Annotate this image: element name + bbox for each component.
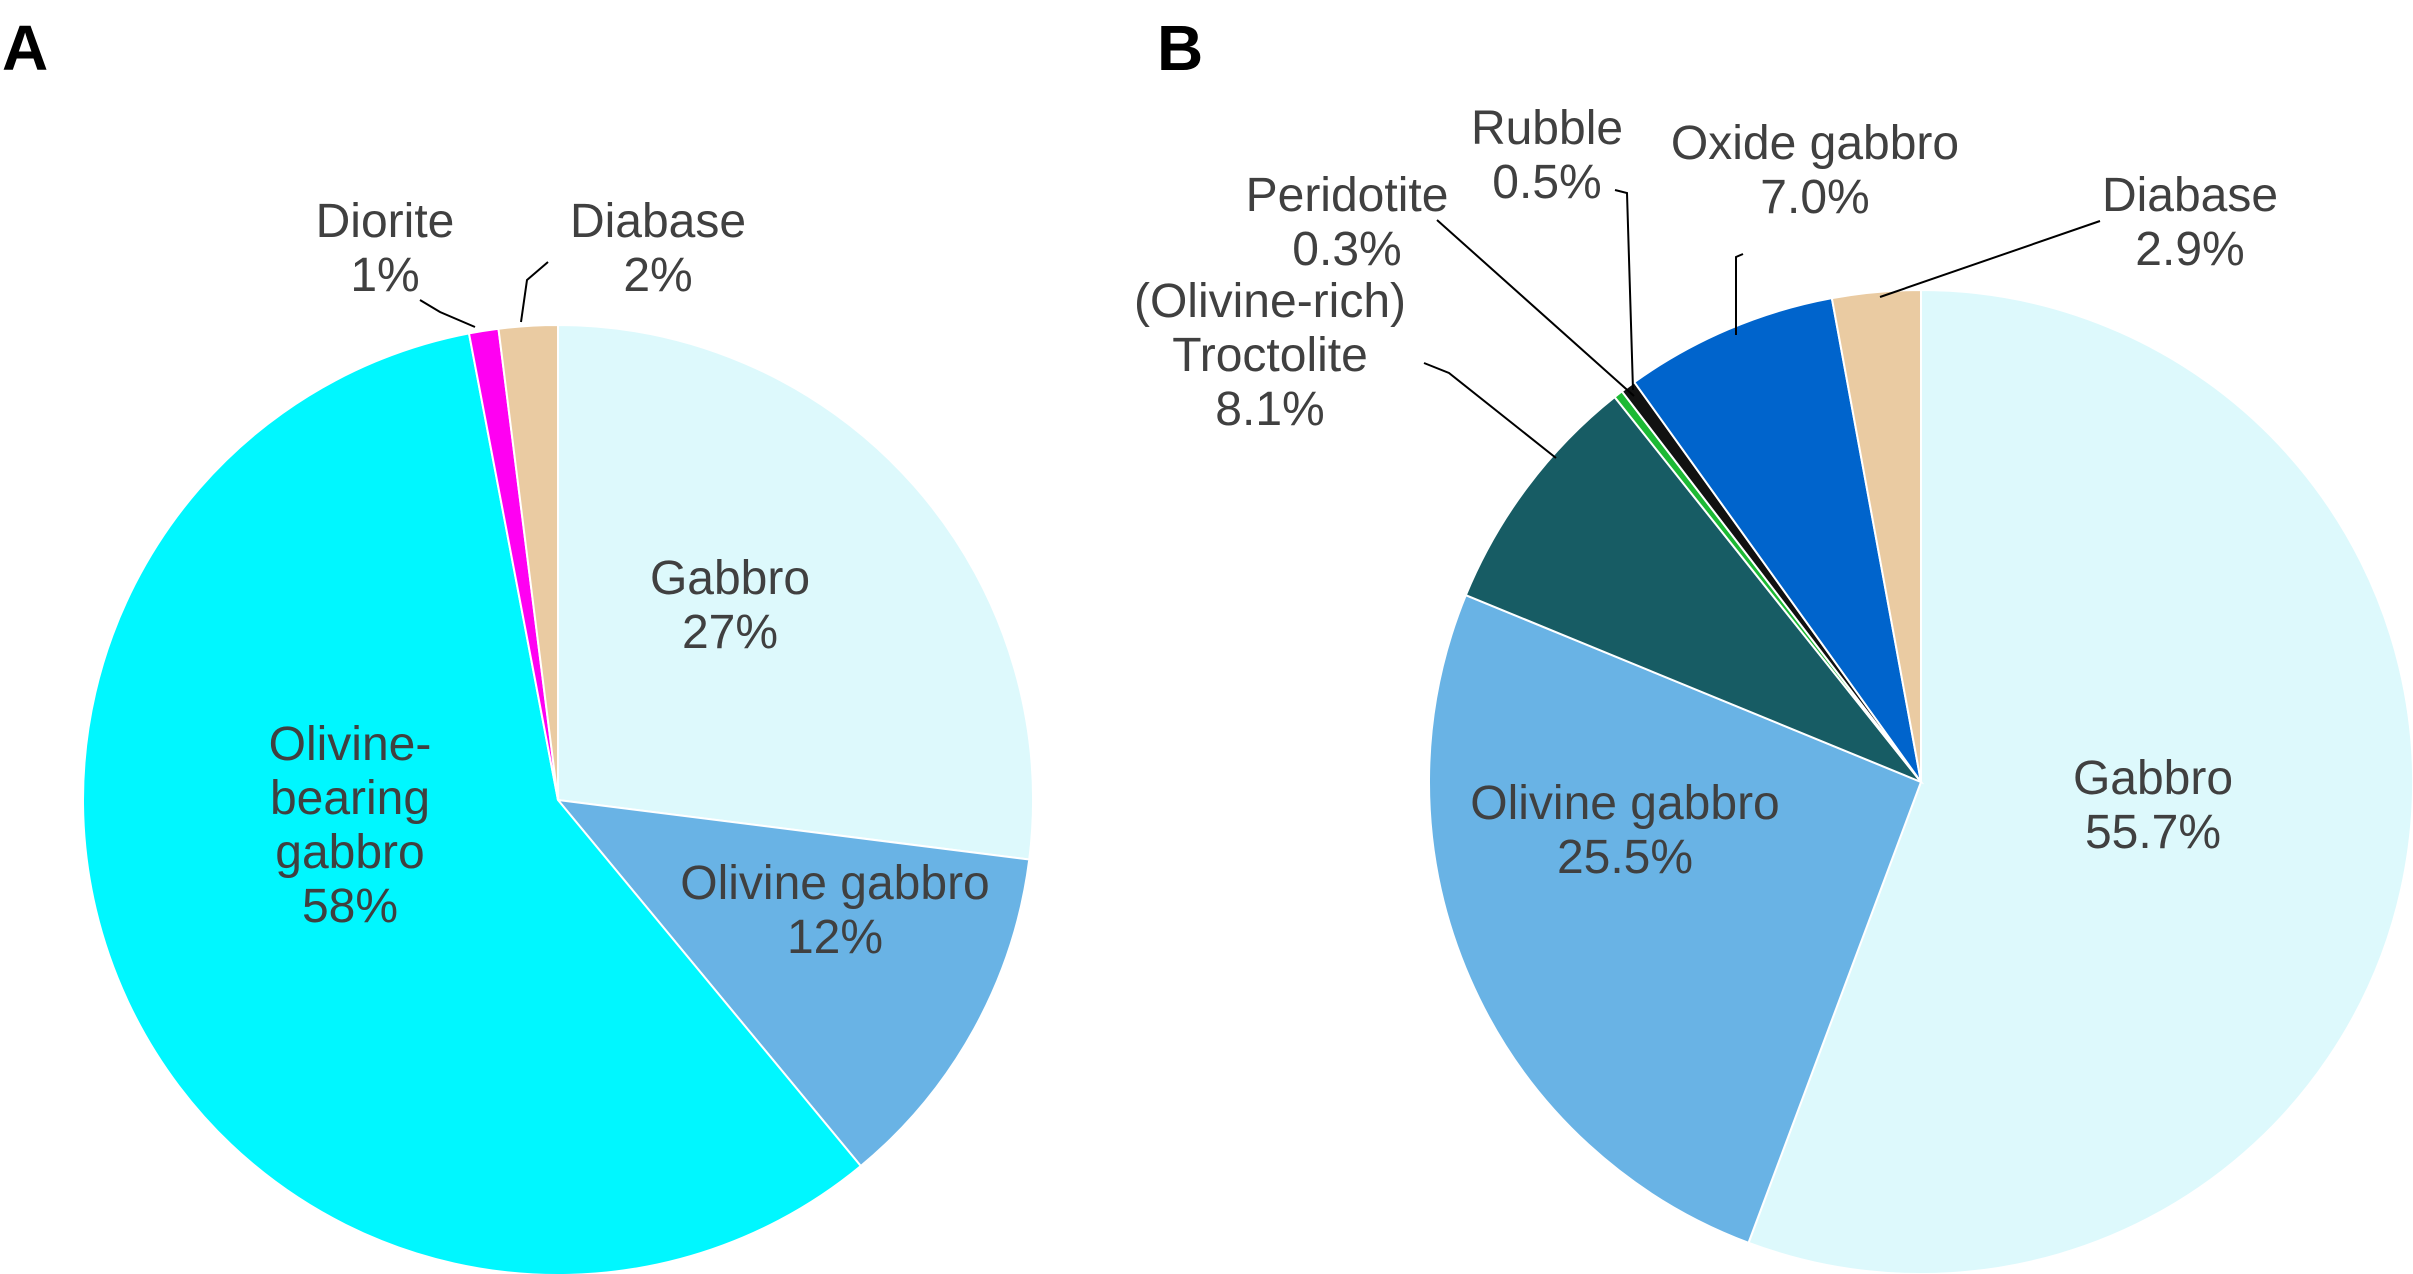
pie-b-label-olivine-gabbro: Olivine gabbro 25.5% <box>1470 777 1780 884</box>
pie-a-label-olivine-bearing-gabbro: Olivine-bearing gabbro 58% <box>269 718 432 933</box>
pie-b-label-peridotite: Peridotite 0.3% <box>1246 169 1449 276</box>
pie-b-label-line: 0.3% <box>1292 223 1401 276</box>
pie-a-slice-gabbro <box>557 323 1034 861</box>
pie-a-label-line: Diabase <box>570 195 746 248</box>
pie-b-label-line: Troctolite <box>1172 329 1368 382</box>
pie-b-slice-gabbro <box>1747 288 2413 1274</box>
pie-a-slice-olivine-gabbro <box>555 798 1031 1168</box>
pie-a-label-line: gabbro <box>275 826 424 879</box>
pie-b-leader-peridotite <box>1436 219 1635 397</box>
pie-b-label-line: 2.9% <box>2135 223 2244 276</box>
pie-a-label-line: 12% <box>787 911 883 964</box>
pie-b-label-oxide-gabbro: Oxide gabbro 7.0% <box>1671 117 1959 224</box>
pie-b-label-line: 7.0% <box>1760 171 1869 224</box>
pie-a-slice-olivine-bearing-gabbro <box>82 332 863 1274</box>
pie-b-slice-olivine-gabbro <box>1428 593 1923 1245</box>
pie-b-label-line: Oxide gabbro <box>1671 117 1959 170</box>
pie-a-label-line: Olivine gabbro <box>680 857 990 910</box>
pie-a-label-olivine-gabbro: Olivine gabbro 12% <box>680 857 990 964</box>
pie-a-label-line: 58% <box>302 880 398 933</box>
pie-a-label-line: bearing <box>270 772 430 825</box>
pie-a-leader-diabase <box>520 261 549 323</box>
pie-b-leader-rubble <box>1614 189 1634 391</box>
pie-b-slice-olivine-rich-troctolite <box>1464 395 1925 785</box>
pie-b-leader-oxide-gabbro <box>1735 253 1744 335</box>
pie-a-slice-diabase <box>497 323 559 801</box>
panel-a-letter: A <box>2 12 48 84</box>
pie-b-label-line: 25.5% <box>1557 831 1693 884</box>
pie-a-label-gabbro: Gabbro 27% <box>650 552 810 659</box>
pie-a-label-line: Diorite <box>316 195 455 248</box>
pie-b-label-line: (Olivine-rich) <box>1134 275 1406 328</box>
pie-b-label-line: 0.5% <box>1492 156 1601 209</box>
pie-b-slice-diabase <box>1830 288 1922 783</box>
pie-a-label-line: Gabbro <box>650 552 810 605</box>
pie-a-label-diabase: Diabase 2% <box>570 195 746 302</box>
pie-b-label-rubble: Rubble 0.5% <box>1471 102 1623 209</box>
panel-b-letter: B <box>1157 12 1203 84</box>
pie-chart-b: Gabbro 55.7% Olivine gabbro 25.5% (Olivine-r… <box>1134 102 2413 1274</box>
pie-a-label-line: 27% <box>682 606 778 659</box>
pie-b-leader-diabase <box>1879 220 2101 298</box>
pie-b-slice-oxide-gabbro <box>1632 296 1922 783</box>
pie-b-label-line: Diabase <box>2102 169 2278 222</box>
pie-a-leader-diorite <box>419 299 476 328</box>
pie-b-label-line: Peridotite <box>1246 169 1449 222</box>
pie-a-label-line: Olivine- <box>269 718 432 771</box>
pie-b-label-olivine-rich-troctolite: (Olivine-rich) Troctolite 8.1% <box>1134 275 1406 436</box>
pie-b-label-line: 8.1% <box>1215 383 1324 436</box>
pie-b-label-line: 55.7% <box>2085 806 2221 859</box>
pie-chart-a: Gabbro 27% Olivine gabbro 12% Olivine-bearin… <box>82 195 1034 1274</box>
pie-b-label-line: Gabbro <box>2073 752 2233 805</box>
pie-b-label-line: Olivine gabbro <box>1470 777 1780 830</box>
pie-a-label-diorite: Diorite 1% <box>316 195 455 302</box>
pie-b-leader-olivine-rich-troctolite <box>1423 362 1557 459</box>
pie-b-label-gabbro: Gabbro 55.7% <box>2073 752 2233 859</box>
pie-b-label-diabase: Diabase 2.9% <box>2102 169 2278 276</box>
pie-a-label-line: 1% <box>350 249 419 302</box>
pie-a-label-line: 2% <box>623 249 692 302</box>
pie-b-label-line: Rubble <box>1471 102 1623 155</box>
